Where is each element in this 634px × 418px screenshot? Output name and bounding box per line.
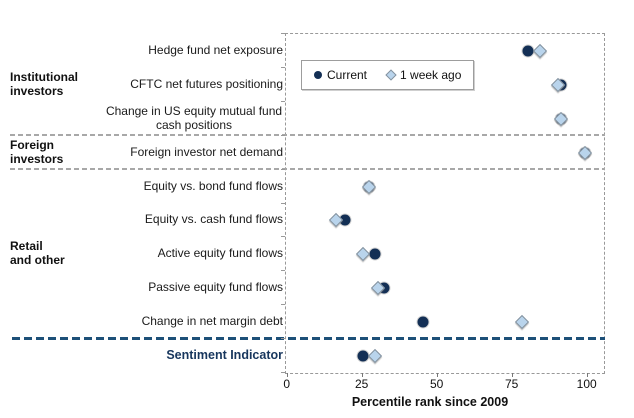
- category-label: Foreign investor net demand: [130, 144, 283, 159]
- y-axis-tick: [281, 372, 285, 373]
- datapoint-circle: [417, 316, 429, 328]
- datapoint-diamond: [367, 348, 382, 364]
- datapoint-diamond: [532, 43, 547, 59]
- y-axis-tick: [281, 66, 285, 68]
- category-label: Equity vs. bond fund flows: [143, 178, 283, 193]
- y-axis-tick: [281, 134, 285, 136]
- category-label: Change in US equity mutual fund cash pos…: [105, 103, 283, 132]
- category-label: Sentiment Indicator: [166, 348, 283, 363]
- y-axis-tick: [281, 270, 285, 272]
- category-label: Equity vs. cash fund flows: [144, 212, 283, 227]
- datapoint-diamond: [514, 315, 529, 330]
- datapoint-diamond: [361, 179, 376, 194]
- datapoint-diamond: [355, 247, 370, 262]
- x-axis-tick-label: 25: [355, 377, 369, 391]
- x-axis-tick-label: 0: [283, 377, 291, 391]
- y-axis-tick: [281, 236, 285, 238]
- datapoint-circle: [357, 350, 369, 362]
- x-axis-tick: [586, 373, 588, 377]
- y-axis-tick: [281, 304, 285, 306]
- legend-label-current: Current: [327, 68, 368, 82]
- y-axis-tick: [281, 33, 285, 34]
- group-separator-line: [10, 133, 605, 136]
- group-separator-line: [10, 167, 605, 170]
- x-axis-tick: [436, 373, 438, 377]
- category-label: Active equity fund flows: [157, 246, 283, 261]
- y-axis-tick: [281, 202, 285, 204]
- x-axis-tick-label: 50: [430, 377, 444, 391]
- y-axis-tick: [281, 338, 285, 340]
- current-marker-icon: [314, 71, 322, 79]
- x-axis-title: Percentile rank since 2009: [351, 395, 509, 409]
- x-axis-tick: [286, 373, 288, 377]
- sentiment-separator-line: [12, 337, 605, 341]
- legend-item-current: Current: [314, 68, 367, 82]
- datapoint-circle: [369, 248, 381, 260]
- group-label: Retail and other: [10, 239, 65, 268]
- category-label: CFTC net futures positioning: [130, 76, 283, 91]
- x-axis-tick-label: 75: [505, 377, 519, 391]
- x-axis-tick: [361, 373, 363, 377]
- y-axis-tick: [281, 168, 285, 170]
- x-axis-tick-label: 100: [576, 377, 597, 391]
- x-axis-tick: [511, 373, 513, 377]
- y-axis-tick: [281, 100, 285, 102]
- legend: Current 1 week ago: [301, 60, 475, 90]
- group-label: Institutional investors: [10, 69, 78, 98]
- legend-item-week-ago: 1 week ago: [385, 68, 462, 82]
- legend-label-week-ago: 1 week ago: [400, 68, 462, 82]
- datapoint-diamond: [577, 145, 592, 160]
- category-label: Change in net margin debt: [141, 314, 283, 329]
- category-label: Hedge fund net exposure: [148, 42, 283, 57]
- week-ago-marker-icon: [385, 69, 397, 81]
- group-label: Foreign investors: [10, 137, 64, 166]
- datapoint-diamond: [553, 111, 568, 126]
- datapoint-circle: [339, 214, 351, 226]
- datapoint-circle: [522, 45, 534, 57]
- category-label: Passive equity fund flows: [148, 280, 283, 295]
